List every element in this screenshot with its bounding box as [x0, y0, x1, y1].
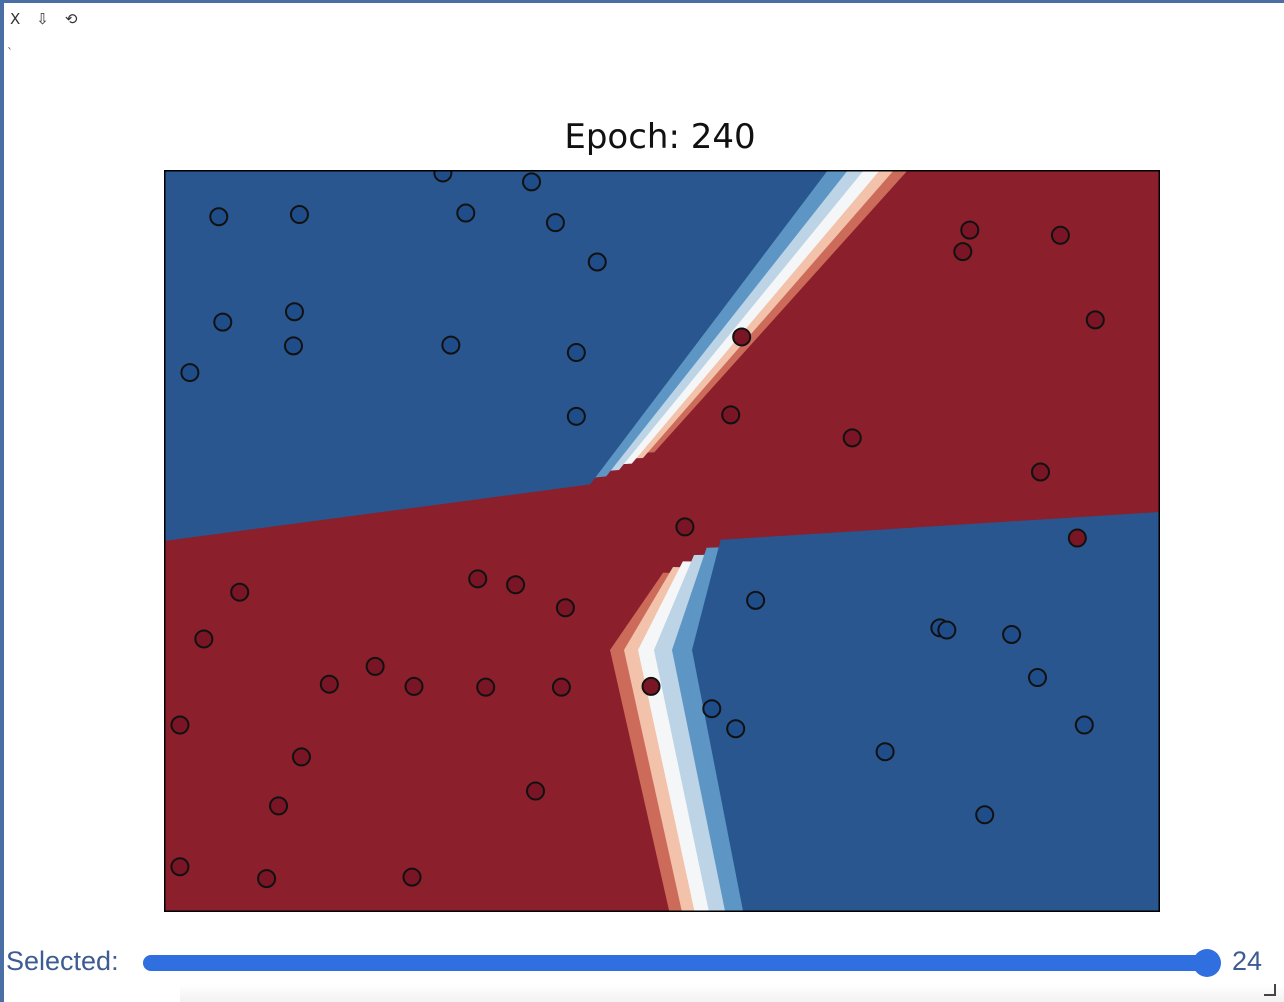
data-point [551, 677, 571, 697]
data-point [1002, 624, 1022, 644]
data-points [170, 170, 1105, 889]
data-point [441, 335, 461, 355]
data-point [641, 676, 661, 696]
data-point [675, 517, 695, 537]
data-point [526, 781, 546, 801]
data-point [702, 699, 722, 719]
data-point [230, 582, 250, 602]
data-point [213, 312, 233, 332]
reset-icon[interactable]: ⟲ [64, 10, 78, 28]
data-point [842, 428, 862, 448]
data-point [269, 796, 289, 816]
data-point [975, 805, 995, 825]
data-point [1027, 668, 1047, 688]
figure-toolbar: X ⇩ ⟲ [10, 8, 77, 30]
data-point [960, 220, 980, 240]
data-point [522, 172, 542, 192]
data-point [404, 676, 424, 696]
data-point [937, 620, 957, 640]
slider-value: 24 [1232, 946, 1263, 976]
slider-thumb[interactable] [1193, 949, 1221, 977]
window-left-border [0, 0, 4, 1002]
data-point [732, 327, 752, 347]
download-icon[interactable]: ⇩ [36, 10, 49, 28]
decision-boundary-plot [164, 170, 1160, 912]
close-icon[interactable]: X [10, 10, 21, 28]
data-point [953, 242, 973, 262]
plot-frame [164, 170, 1160, 912]
selected-slider-row: Selected: 24 [6, 944, 1276, 984]
data-point [1050, 225, 1070, 245]
bottom-shade [180, 985, 1284, 1002]
data-point [545, 213, 565, 233]
data-point [289, 205, 309, 225]
data-point [1085, 310, 1105, 330]
data-point [468, 569, 488, 589]
data-point [433, 170, 453, 183]
data-point [170, 715, 190, 735]
data-point [1067, 528, 1087, 548]
resize-tick-icon: ` [7, 46, 13, 60]
region-lower-right-band-5 [692, 512, 1160, 912]
data-point [566, 406, 586, 426]
chart-title: Epoch: 240 [564, 117, 756, 157]
data-point [506, 575, 526, 595]
data-point [587, 252, 607, 272]
data-point [875, 742, 895, 762]
data-point [319, 674, 339, 694]
data-point [365, 656, 385, 676]
data-point [476, 677, 496, 697]
data-point [566, 343, 586, 363]
window-top-border [0, 0, 1284, 3]
decision-regions [164, 170, 1160, 912]
data-point [726, 719, 746, 739]
region-upper-left-band-5 [164, 170, 828, 541]
data-point [257, 869, 277, 889]
data-point [746, 590, 766, 610]
data-point [291, 747, 311, 767]
data-point [721, 405, 741, 425]
data-point [402, 867, 422, 887]
data-point [283, 336, 303, 356]
slider-label: Selected: [6, 946, 119, 976]
data-point [194, 629, 214, 649]
data-point [170, 857, 190, 877]
data-point [284, 302, 304, 322]
slider-track[interactable] [143, 949, 1221, 977]
data-point [180, 363, 200, 383]
data-point [209, 207, 229, 227]
data-point [555, 598, 575, 618]
resize-handle[interactable] [1264, 984, 1276, 996]
data-point [456, 203, 476, 223]
data-point [1030, 462, 1050, 482]
slider-fill [143, 955, 1213, 971]
data-point [1074, 715, 1094, 735]
